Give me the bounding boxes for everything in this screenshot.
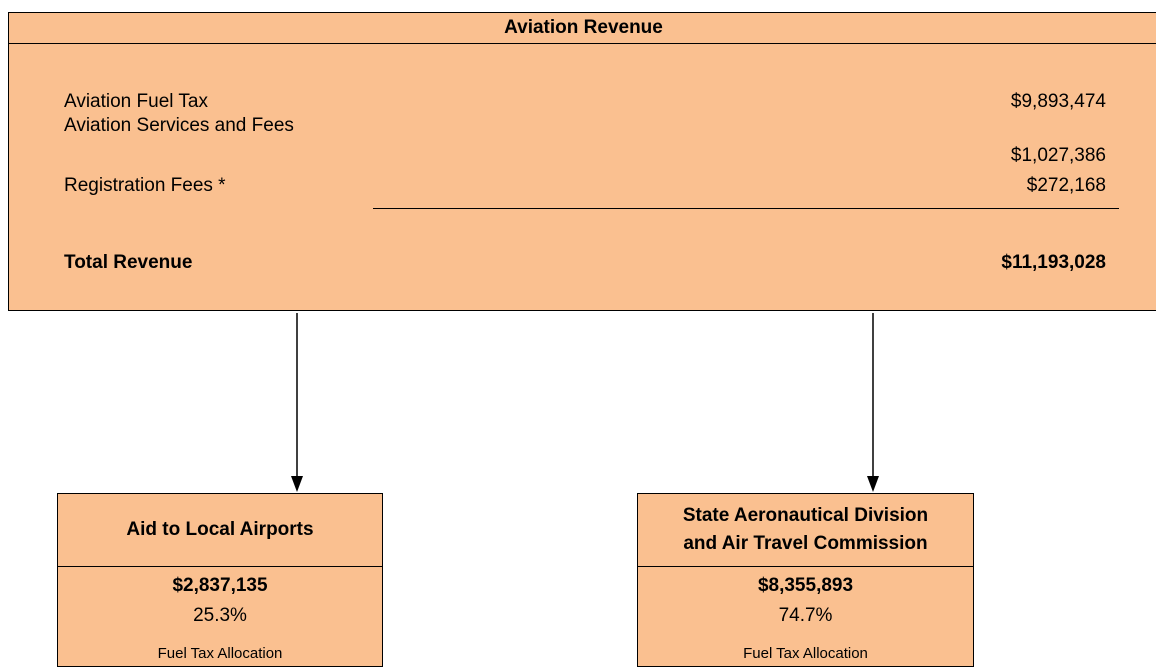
allocation-box: State Aeronautical Division and Air Trave… — [637, 493, 974, 667]
item-value: $1,027,386 — [1010, 145, 1106, 166]
item-label: Aviation Fuel Tax — [64, 91, 208, 112]
allocation-amount: $8,355,893 — [757, 575, 854, 596]
arrow-head — [867, 476, 879, 492]
allocation-title: State Aeronautical Division — [682, 505, 929, 526]
revenue-box: Aviation Revenue Aviation Fuel Tax $9,89… — [8, 12, 1156, 311]
sum-line — [373, 208, 1119, 209]
allocation-title: Aid to Local Airports — [126, 519, 314, 540]
allocation-box: Aid to Local Airports $2,837,135 25.3% Fuel… — [57, 493, 383, 667]
allocation-amount: $2,837,135 — [172, 575, 268, 596]
allocation-header: State Aeronautical Division and Air Trave… — [638, 494, 973, 567]
header-title: Aviation Revenue — [9, 13, 1156, 44]
allocation-percent: 74.7% — [778, 605, 833, 626]
total-value: $11,193,028 — [1001, 252, 1106, 273]
total-label: Total Revenue — [64, 252, 193, 273]
arrow-head — [291, 476, 303, 492]
item-label: Aviation Services and Fees — [64, 115, 294, 136]
allocation-note: Fuel Tax Allocation — [157, 645, 283, 662]
allocation-header: Aid to Local Airports — [58, 494, 382, 567]
allocation-percent: 25.3% — [193, 605, 247, 626]
item-value: $9,893,474 — [1010, 91, 1106, 112]
allocation-note: Fuel Tax Allocation — [743, 645, 868, 662]
item-value: $272,168 — [1026, 175, 1106, 196]
allocation-title: and Air Travel Commission — [683, 533, 928, 554]
item-label: Registration Fees * — [64, 175, 226, 196]
